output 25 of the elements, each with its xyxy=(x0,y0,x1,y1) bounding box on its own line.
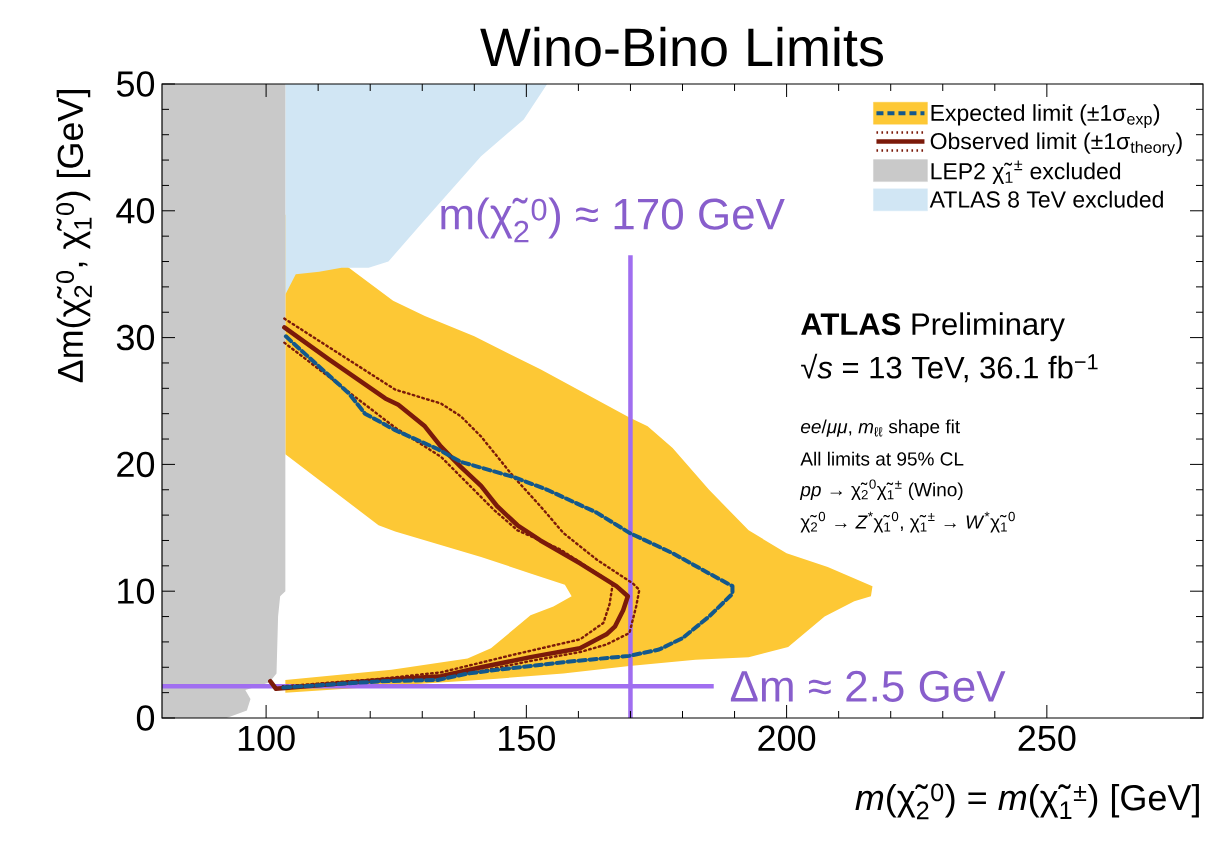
y-tick-label: 50 xyxy=(116,71,155,97)
annotation: ee/μμ, m$_{ℓℓ}$ shape fit xyxy=(800,419,960,438)
chart-title: Wino-Bino Limits xyxy=(480,26,883,67)
y-tick-label: 40 xyxy=(116,198,155,224)
x-tick-label: 150 xyxy=(499,725,555,752)
legend-label: Observed limit (±1σ$_{theory}$) xyxy=(930,132,1182,157)
legend-label: ATLAS 8 TeV excluded xyxy=(929,190,1163,208)
x-tick-label: 100 xyxy=(238,725,295,752)
annotation: All limits at 95% CL xyxy=(800,451,964,466)
legend-label: LEP2 χ̃$_{1}$$^{±}$ excluded xyxy=(931,160,1121,184)
annotation: √s = 13 TeV, 36.1 fb$^{−1}$ xyxy=(801,353,1098,383)
y-tick-label: 0 xyxy=(136,705,155,731)
ref-line-label: Δm ≈ 2.5 GeV xyxy=(730,670,1006,702)
annotation: pp → χ̃$_{2}$$^{0}$χ̃$_{1}$$^{±}$ (Wino) xyxy=(799,479,963,501)
legend-label: Expected limit (±1σ$_{exp}$) xyxy=(931,104,1160,128)
annotation: ATLAS Preliminary xyxy=(801,312,1065,342)
y-tick-label: 30 xyxy=(116,324,155,351)
ref-line-label: m(χ̃$_{2}$$^{0}$) ≈ 170 GeV xyxy=(441,197,785,243)
text: χ̃$_{2}$$^{0}$ → Z$^{*}$χ̃$_{1}$$^{0}$, χ̃$_{1}$$^{±}$ → W$^{*}$χ̃$_{1}$0 xyxy=(800,511,1015,533)
y-axis-title: Δm(χ̃$_{2}$$^{0}$, χ̃$_{1}$$^{0}$) [GeV] xyxy=(56,90,92,383)
y-tick-label: 20 xyxy=(117,451,155,478)
y-tick-label: 10 xyxy=(118,578,155,604)
x-tick-label: 250 xyxy=(1018,725,1076,752)
text: m(χ̃$_{2}$$^{0}$) = m(χ̃$_{1}$$^{±}$) [GeV] xyxy=(855,783,1199,820)
x-tick-label: 200 xyxy=(758,725,816,752)
